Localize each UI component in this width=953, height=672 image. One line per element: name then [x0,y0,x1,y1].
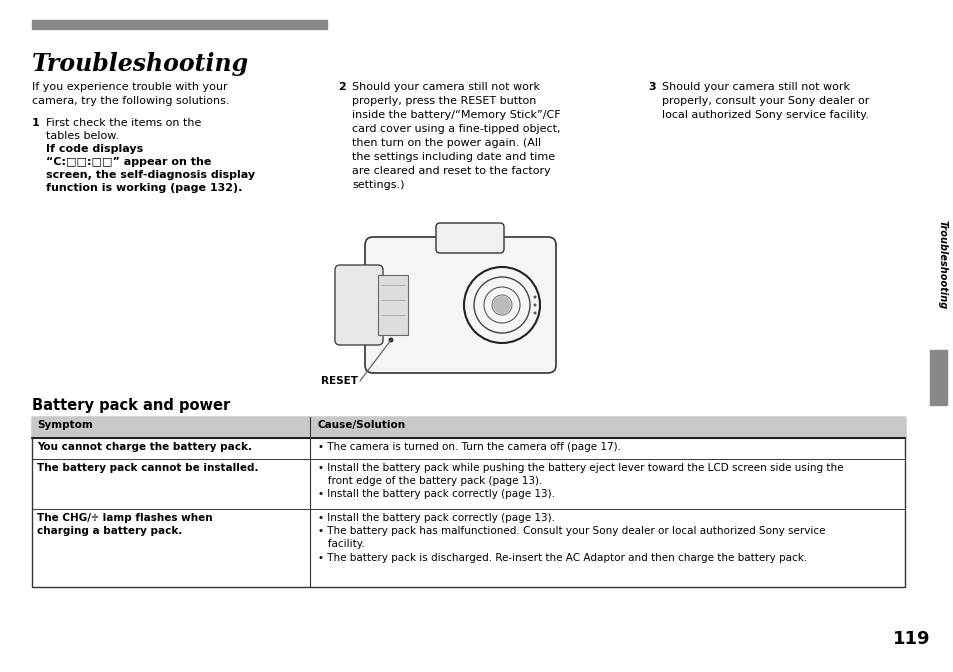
Text: Symptom: Symptom [37,420,92,430]
Text: 3: 3 [647,82,655,92]
FancyBboxPatch shape [365,237,556,373]
Bar [32,417,904,438]
Circle shape [533,304,536,306]
Text: Cause/Solution: Cause/Solution [317,420,406,430]
Bar [377,275,408,335]
FancyBboxPatch shape [436,223,503,253]
Text: If you experience trouble with your
camera, try the following solutions.: If you experience trouble with your came… [32,82,230,106]
Text: • The camera is turned on. Turn the camera off (page 17).: • The camera is turned on. Turn the came… [317,442,620,452]
Text: screen, the self-diagnosis display: screen, the self-diagnosis display [46,170,254,180]
Text: Troubleshooting: Troubleshooting [937,220,947,309]
Text: • Install the battery pack while pushing the battery eject lever toward the LCD : • Install the battery pack while pushing… [317,463,842,499]
Text: RESET: RESET [320,376,357,386]
Text: “C:□□:□□” appear on the: “C:□□:□□” appear on the [46,157,212,167]
Text: If code displays: If code displays [46,144,143,154]
Text: First check the items on the: First check the items on the [46,118,201,128]
Text: function is working (page 132).: function is working (page 132). [46,183,242,193]
Text: 119: 119 [892,630,930,648]
Text: You cannot charge the battery pack.: You cannot charge the battery pack. [37,442,252,452]
Text: • Install the battery pack correctly (page 13).
• The battery pack has malfuncti: • Install the battery pack correctly (pa… [317,513,824,562]
Circle shape [493,296,511,314]
Text: 1: 1 [32,118,40,128]
Text: 2: 2 [337,82,345,92]
Text: Troubleshooting: Troubleshooting [32,52,249,76]
Circle shape [533,296,536,298]
Text: Should your camera still not work
properly, consult your Sony dealer or
local au: Should your camera still not work proper… [661,82,868,120]
Text: The CHG/♱ lamp flashes when
charging a battery pack.: The CHG/♱ lamp flashes when charging a b… [37,513,213,536]
Bar [32,20,327,29]
Text: tables below.: tables below. [46,131,122,141]
Circle shape [388,337,393,343]
Bar [32,417,904,587]
Text: The battery pack cannot be installed.: The battery pack cannot be installed. [37,463,258,473]
FancyBboxPatch shape [335,265,382,345]
Text: Should your camera still not work
properly, press the RESET button
inside the ba: Should your camera still not work proper… [352,82,560,190]
Circle shape [533,312,536,314]
Text: Battery pack and power: Battery pack and power [32,398,230,413]
Bar [929,350,946,405]
